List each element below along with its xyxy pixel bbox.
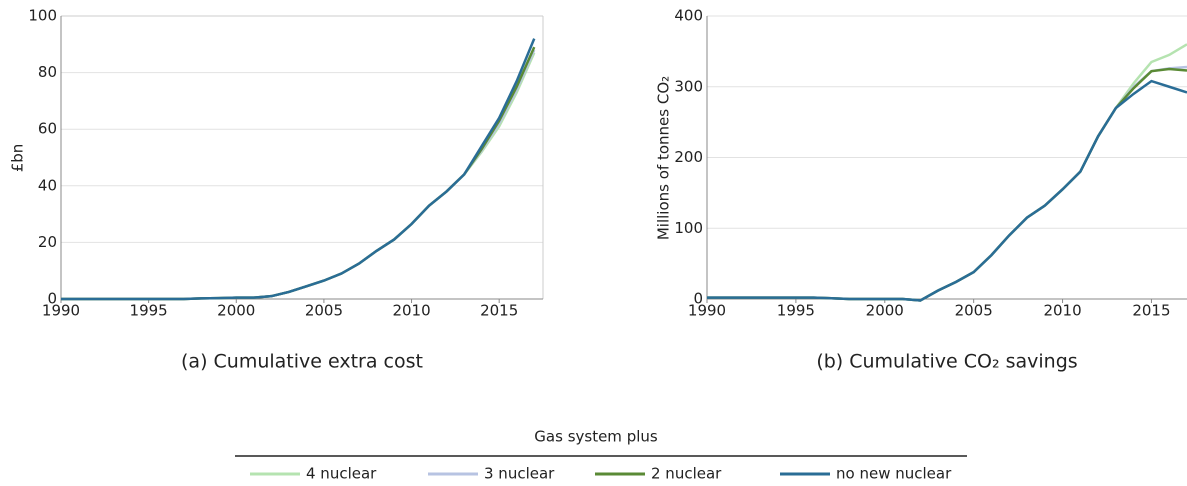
caption: (b) Cumulative CO₂ savings (816, 351, 1077, 373)
y-tick-label: 80 (38, 63, 57, 81)
x-tick-label: 2015 (480, 302, 518, 320)
x-tick-label: 2010 (1043, 302, 1081, 320)
y-tick-label: 20 (38, 233, 57, 251)
y-tick-label: 300 (674, 77, 703, 95)
x-tick-label: 1990 (42, 302, 80, 320)
caption: (a) Cumulative extra cost (181, 351, 423, 373)
x-tick-label: 1995 (130, 302, 168, 320)
x-tick-label: 1995 (777, 302, 815, 320)
x-tick-label: 2010 (392, 302, 430, 320)
y-tick-label: 100 (674, 219, 703, 237)
y-tick-label: 0 (47, 290, 57, 308)
x-tick-label: 1990 (688, 302, 726, 320)
series-line (707, 43, 1187, 302)
legend-label: 2 nuclear (651, 465, 722, 483)
y-tick-label: 200 (674, 148, 703, 166)
series-line (61, 38, 536, 301)
x-tick-label: 2005 (305, 302, 343, 320)
series-line (707, 65, 1187, 302)
y-axis-label: Millions of tonnes CO₂ (655, 76, 673, 240)
legend-title: Gas system plus (534, 428, 658, 446)
y-tick-label: 60 (38, 120, 57, 138)
x-tick-label: 2000 (217, 302, 255, 320)
y-tick-label: 100 (28, 7, 57, 25)
legend-label: 4 nuclear (306, 465, 377, 483)
series-line (707, 79, 1187, 302)
x-tick-label: 2015 (1132, 302, 1170, 320)
legend-label: no new nuclear (836, 465, 952, 483)
y-axis-label: £bn (9, 144, 27, 173)
y-tick-label: 0 (693, 290, 703, 308)
x-tick-label: 2000 (866, 302, 904, 320)
x-tick-label: 2005 (955, 302, 993, 320)
y-tick-label: 40 (38, 176, 57, 194)
legend-label: 3 nuclear (484, 465, 555, 483)
series-line (61, 46, 536, 301)
y-tick-label: 400 (674, 7, 703, 25)
series-line (707, 67, 1187, 302)
